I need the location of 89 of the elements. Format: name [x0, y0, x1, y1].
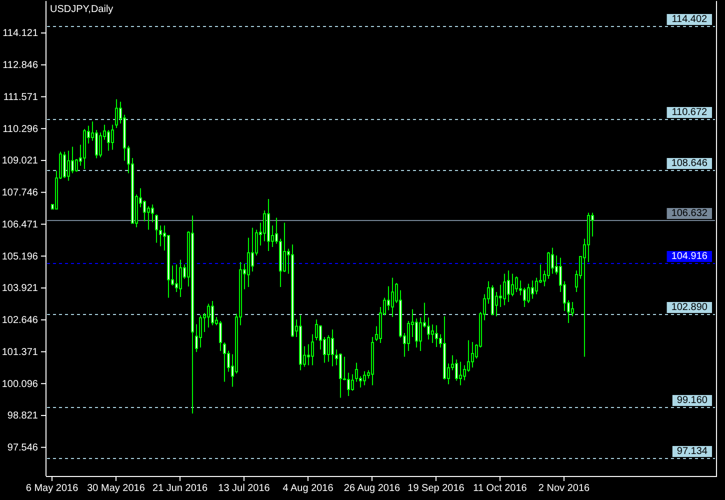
ref-line-label: 102.890 — [671, 302, 708, 313]
candlestick — [415, 318, 418, 348]
ref-line-label: 99.160 — [676, 395, 708, 406]
candlestick — [387, 286, 390, 311]
candlestick — [307, 344, 310, 366]
x-tick-label: 19 Sep 2016 — [408, 483, 465, 494]
candlestick — [219, 320, 222, 352]
candlestick — [547, 252, 550, 280]
candlestick — [551, 247, 554, 274]
candlestick — [495, 292, 498, 317]
candlestick — [223, 342, 226, 382]
candlestick — [435, 324, 438, 348]
candlestick — [143, 200, 146, 222]
candlestick — [155, 214, 158, 244]
x-tick-label: 4 Aug 2016 — [282, 483, 334, 494]
candlestick — [67, 150, 70, 182]
ref-line-label: 97.134 — [676, 446, 708, 457]
candlestick — [71, 146, 74, 174]
y-tick-label: 109.021 — [2, 156, 38, 167]
candlestick — [431, 324, 434, 344]
candlestick — [351, 374, 354, 392]
x-tick-label: 2 Nov 2016 — [538, 483, 590, 494]
candlestick — [63, 151, 66, 178]
candlestick — [99, 132, 102, 158]
candlestick — [427, 317, 430, 340]
x-tick-label: 26 Aug 2016 — [344, 483, 401, 494]
y-tick-label: 100.096 — [2, 378, 38, 390]
candlestick — [311, 334, 314, 366]
candlestick — [199, 314, 202, 348]
y-tick-label: 111.571 — [3, 92, 38, 103]
x-tick-label: 11 Oct 2016 — [473, 483, 528, 494]
y-tick-label: 110.296 — [2, 124, 38, 135]
ref-line-label: 104.916 — [671, 251, 708, 262]
candlestick — [179, 259, 182, 298]
candlestick — [391, 277, 394, 318]
candlestick — [455, 359, 458, 382]
candlestick — [535, 277, 538, 295]
candlestick — [327, 334, 330, 362]
candlestick — [523, 287, 526, 308]
y-tick-label: 105.196 — [2, 251, 38, 262]
candlestick — [347, 372, 350, 396]
candlestick — [115, 98, 118, 128]
candlestick — [263, 210, 266, 242]
ref-line-label: 106.632 — [671, 208, 708, 219]
candlestick — [527, 283, 530, 304]
candlestick — [511, 273, 514, 297]
ref-line-label: 114.402 — [672, 14, 708, 25]
y-tick-label: 103.921 — [2, 283, 38, 294]
candlestick — [571, 302, 574, 317]
y-tick-label: 101.371 — [2, 346, 38, 358]
candlestick — [463, 364, 466, 381]
candlestick — [499, 284, 502, 308]
candlestick — [247, 237, 250, 288]
x-tick-label: 13 Jul 2016 — [218, 483, 270, 494]
candlestick — [471, 342, 474, 368]
candlestick — [207, 303, 210, 328]
y-tick-label: 98.821 — [7, 410, 38, 422]
candlestick — [175, 264, 178, 292]
candlestick — [507, 270, 510, 302]
candlestick — [251, 227, 254, 272]
candlestick — [355, 362, 358, 382]
candlestick — [107, 130, 110, 152]
y-tick-label: 97.546 — [7, 442, 38, 454]
candlestick — [419, 317, 422, 352]
candlestick — [151, 204, 154, 223]
candlestick — [283, 222, 286, 272]
candlestick — [503, 273, 506, 306]
y-tick-label: 107.746 — [2, 188, 38, 199]
y-tick-label: 112.846 — [2, 60, 38, 72]
candlestick — [95, 130, 98, 159]
candlestick — [331, 329, 334, 367]
y-tick-label: 106.471 — [2, 219, 38, 230]
x-tick-label: 30 May 2016 — [87, 483, 146, 494]
candlestick — [531, 280, 534, 300]
y-tick-label: 102.646 — [2, 315, 38, 326]
y-tick-label: 114.121 — [2, 28, 38, 40]
ref-line-label: 110.672 — [672, 107, 708, 118]
candlestick — [459, 361, 462, 386]
candlestick — [211, 300, 214, 326]
candlestick — [515, 276, 518, 292]
candlestick — [75, 158, 78, 172]
x-tick-label: 21 Jun 2016 — [152, 483, 208, 494]
candlestick — [315, 319, 318, 341]
candlestick — [363, 370, 366, 386]
candlestick — [111, 124, 114, 150]
candlestick — [407, 320, 410, 352]
chart-title: USDJPY,Daily — [50, 4, 114, 15]
x-tick-label: 6 May 2016 — [26, 483, 79, 494]
ref-line-label: 108.646 — [671, 158, 708, 169]
